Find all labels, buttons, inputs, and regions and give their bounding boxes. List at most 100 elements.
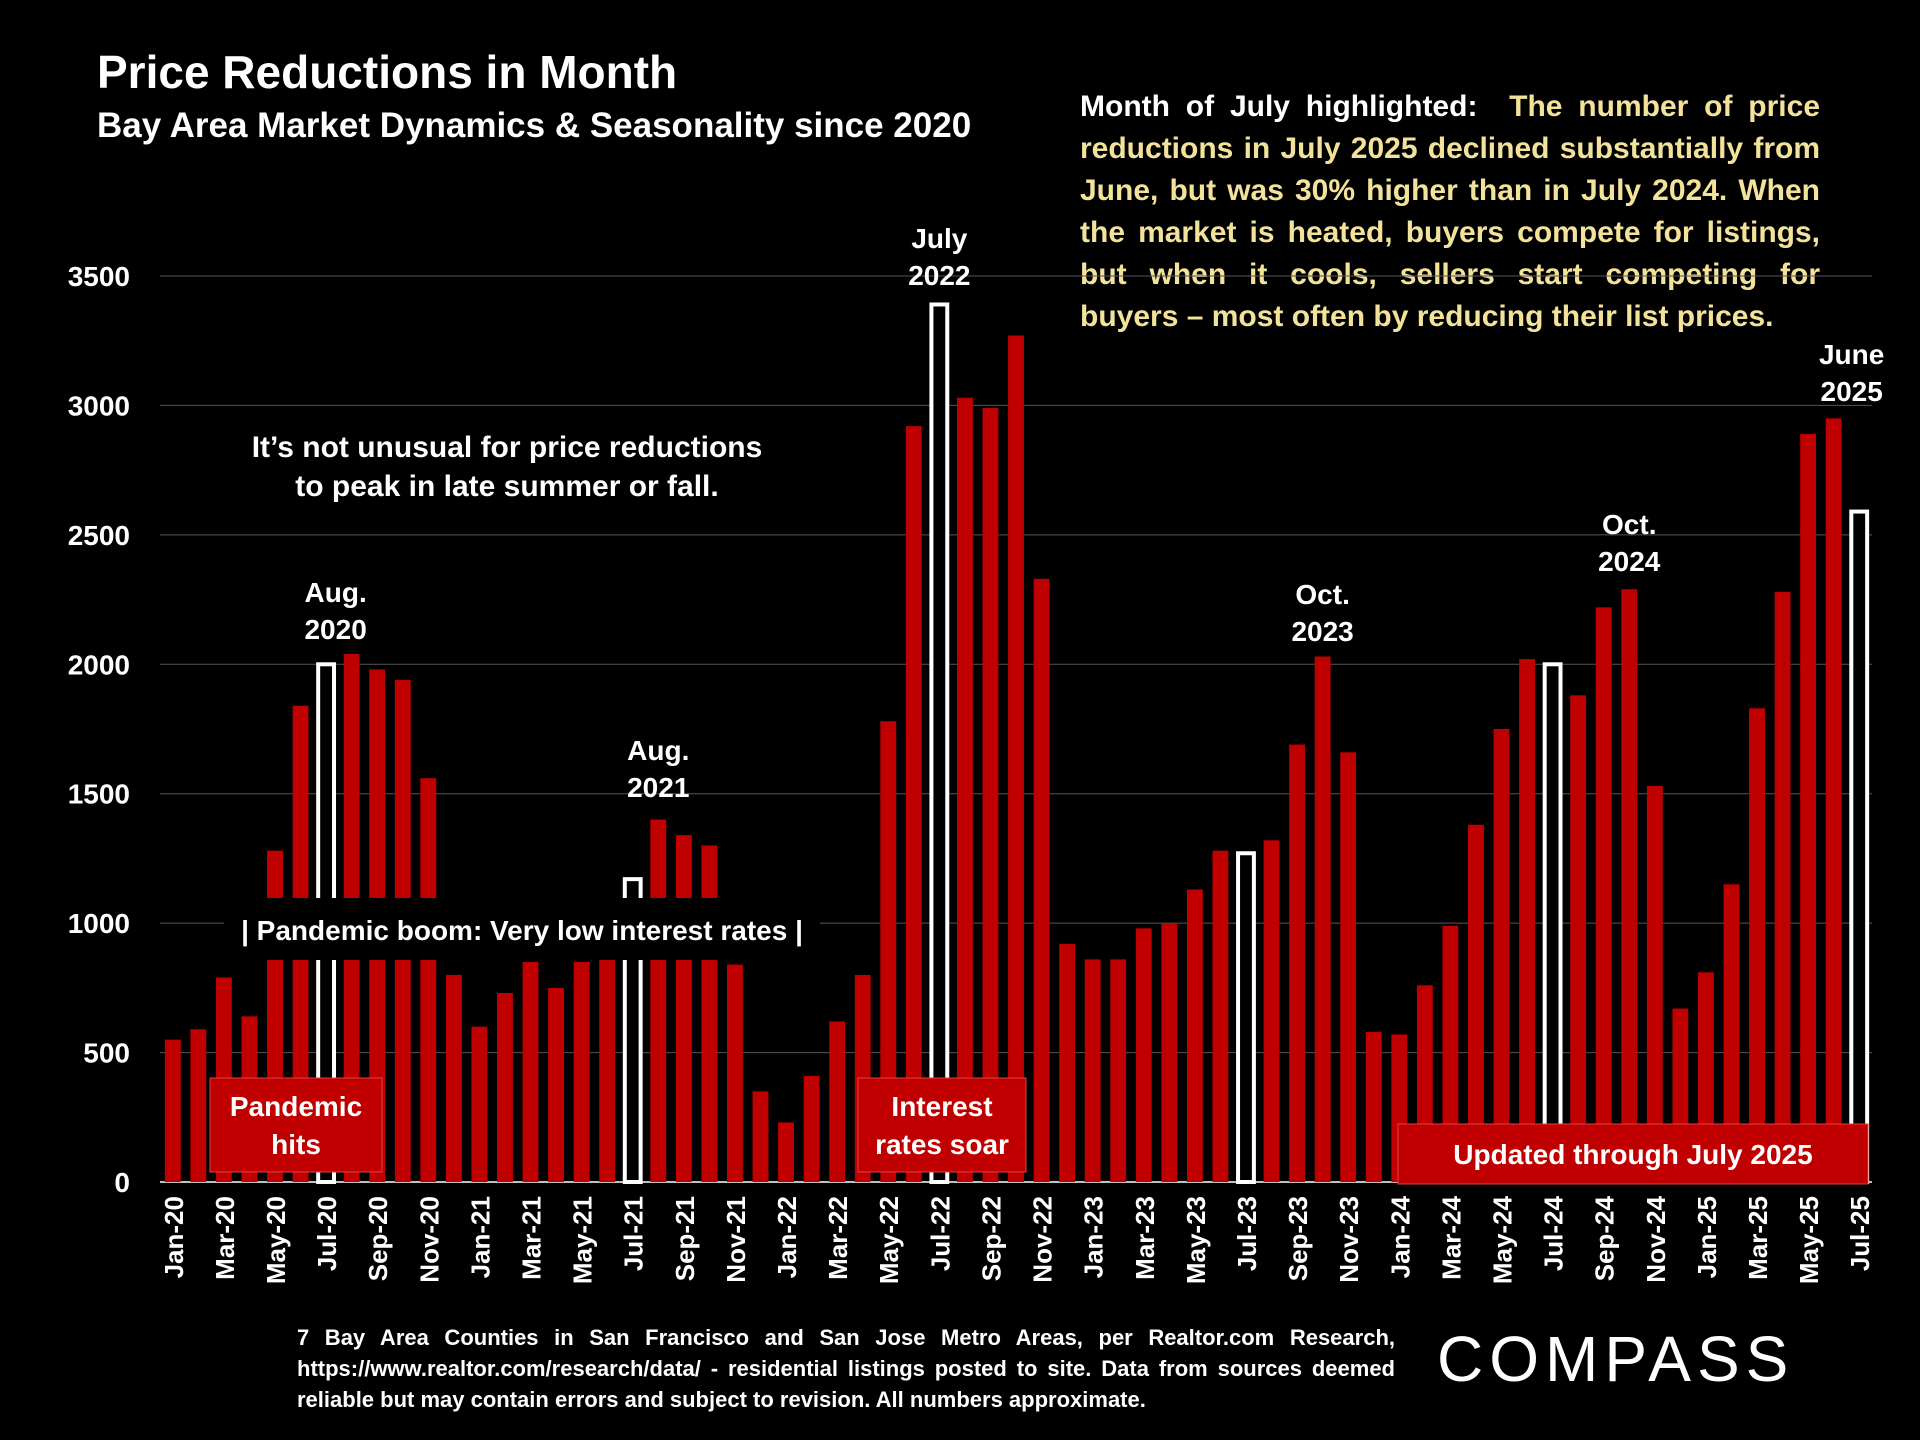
annotation-july-2022: 2022 <box>908 260 970 291</box>
x-tick-label: Sep-24 <box>1590 1195 1620 1281</box>
x-tick-label: Jul-23 <box>1232 1196 1262 1271</box>
bar-Feb-23 <box>1110 959 1127 1182</box>
x-tick-label: Sep-23 <box>1283 1196 1313 1281</box>
bar-Jun-25 <box>1825 418 1842 1182</box>
x-tick-label: Jul-24 <box>1539 1195 1569 1271</box>
bar-highlight-Jul-25 <box>1849 509 1870 1184</box>
peak-note: It’s not unusual for price reductions <box>252 431 763 464</box>
x-tick-label: Jan-23 <box>1079 1196 1109 1278</box>
y-tick-label: 2000 <box>68 649 130 680</box>
callout-lead: Month of July highlighted: <box>1080 90 1478 123</box>
bar-Aug-22 <box>956 397 973 1183</box>
callout-body: The number of price reductions in July 2… <box>1080 90 1820 333</box>
annotation-oct-2023: 2023 <box>1291 616 1353 647</box>
bar-Nov-22 <box>1033 578 1050 1182</box>
pandemic-hits-label: Pandemic <box>230 1091 362 1122</box>
bar-Jun-20 <box>292 705 309 1182</box>
annotation-july-2022: July <box>911 223 967 254</box>
bar-May-23 <box>1186 889 1203 1182</box>
bar-Apr-20 <box>241 1016 258 1182</box>
bar-May-20 <box>267 850 283 1182</box>
x-tick-label: Mar-22 <box>823 1196 853 1280</box>
bar-Oct-22 <box>1008 335 1024 1183</box>
bar-Oct-20 <box>394 679 411 1182</box>
bar-May-25 <box>1800 433 1817 1183</box>
x-tick-label: Nov-21 <box>721 1196 751 1283</box>
x-tick-label: Sep-21 <box>670 1196 700 1281</box>
bar-Nov-20 <box>420 778 437 1182</box>
bar-highlight-Jul-20 <box>316 662 337 1184</box>
bar-Feb-22 <box>803 1075 820 1182</box>
pandemic-boom-banner <box>224 898 820 960</box>
x-tick-label: May-21 <box>568 1196 598 1284</box>
y-tick-label: 0 <box>114 1167 130 1198</box>
annotation-aug-2021: 2021 <box>627 772 689 803</box>
annotation-oct-2024: 2024 <box>1598 546 1661 577</box>
bar-highlight-Jul-21 <box>622 877 643 1184</box>
callout-text: Month of July highlighted: The number of… <box>1080 86 1820 338</box>
bar-Jun-21 <box>599 959 616 1182</box>
bar-Jan-20 <box>164 1039 181 1182</box>
x-tick-label: Jul-20 <box>312 1196 342 1271</box>
y-tick-label: 3000 <box>68 390 130 421</box>
bar-May-21 <box>573 961 590 1182</box>
updated-through-label: Updated through July 2025 <box>1453 1139 1812 1170</box>
y-tick-label: 1000 <box>68 908 130 939</box>
x-tick-label: May-22 <box>874 1196 904 1284</box>
compass-logo: COMPASS <box>1437 1323 1795 1395</box>
bar-Dec-23 <box>1365 1031 1382 1182</box>
bar-Oct-21 <box>701 845 718 1182</box>
interest-rates-soar-label: Interest <box>891 1091 992 1122</box>
x-tick-label: Jan-21 <box>465 1196 495 1278</box>
bar-Nov-23 <box>1340 752 1357 1182</box>
interest-rates-soar-label: rates soar <box>875 1129 1009 1160</box>
bar-Dec-20 <box>445 974 462 1182</box>
x-tick-label: Nov-23 <box>1334 1196 1364 1283</box>
source-footnote: 7 Bay Area Counties in San Francisco and… <box>297 1325 1395 1412</box>
x-tick-label: Nov-20 <box>414 1196 444 1283</box>
bar-highlight-Jul-22 <box>929 302 950 1184</box>
x-tick-label: Nov-24 <box>1641 1195 1671 1282</box>
bar-Apr-22 <box>854 974 871 1182</box>
y-tick-label: 1500 <box>68 779 130 810</box>
bar-Nov-24 <box>1646 785 1663 1182</box>
x-tick-label: Mar-24 <box>1436 1195 1466 1279</box>
x-tick-label: Sep-20 <box>363 1196 393 1281</box>
bar-Apr-21 <box>548 987 564 1182</box>
x-tick-label: Mar-20 <box>210 1196 240 1280</box>
bar-highlight-Jul-23 <box>1236 851 1256 1184</box>
bar-Jan-22 <box>778 1122 794 1182</box>
bar-Feb-25 <box>1723 884 1740 1182</box>
bar-Aug-24 <box>1570 695 1587 1182</box>
bar-Oct-23 <box>1314 656 1331 1182</box>
bar-Jan-23 <box>1084 959 1101 1182</box>
x-tick-label: Jan-24 <box>1385 1195 1415 1278</box>
bar-Apr-25 <box>1774 591 1791 1182</box>
bar-Mar-24 <box>1442 925 1459 1182</box>
annotation-oct-2023: Oct. <box>1295 579 1349 610</box>
bar-Sep-22 <box>982 408 999 1182</box>
x-tick-label: Mar-25 <box>1743 1196 1773 1280</box>
bar-Mar-20 <box>215 977 232 1182</box>
bar-Nov-21 <box>727 964 743 1182</box>
bar-Jan-21 <box>471 1026 488 1182</box>
x-tick-label: May-24 <box>1487 1195 1517 1284</box>
bar-Feb-24 <box>1416 985 1433 1182</box>
pandemic-boom-label: | Pandemic boom: Very low interest rates… <box>241 915 803 946</box>
bar-Apr-24 <box>1468 824 1484 1182</box>
bar-Sep-23 <box>1289 744 1305 1182</box>
chart-subtitle: Bay Area Market Dynamics & Seasonality s… <box>97 106 972 145</box>
bar-Mar-25 <box>1749 708 1765 1182</box>
bar-Oct-24 <box>1621 589 1638 1182</box>
updated-through-box <box>1397 1123 1869 1185</box>
y-tick-label: 500 <box>83 1038 130 1069</box>
bar-Mar-21 <box>522 961 539 1182</box>
pandemic-hits-box <box>209 1077 383 1173</box>
bar-highlight-Jul-24 <box>1542 662 1563 1184</box>
annotation-aug-2020: Aug. <box>305 577 367 608</box>
x-tick-label: Jan-25 <box>1692 1196 1722 1278</box>
annotation-june-2025: June <box>1819 339 1884 370</box>
x-tick-label: Mar-23 <box>1130 1196 1160 1280</box>
x-tick-label: Sep-22 <box>976 1196 1006 1281</box>
bar-Jun-23 <box>1212 850 1229 1182</box>
